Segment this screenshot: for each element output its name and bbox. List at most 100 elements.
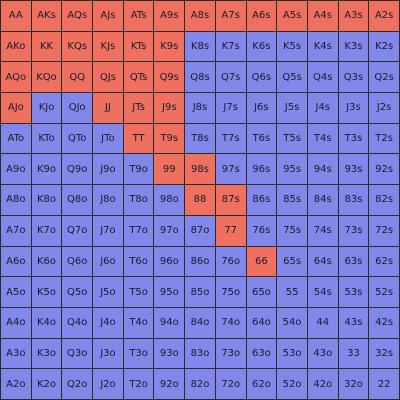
- hand-cell-KJs[interactable]: KJs: [93, 31, 124, 63]
- hand-cell-K3s[interactable]: K3s: [338, 31, 370, 63]
- hand-cell-QQ[interactable]: QQ: [62, 62, 94, 94]
- hand-cell-83s[interactable]: 83s: [338, 185, 370, 216]
- hand-cell-T9o[interactable]: T9o: [123, 154, 155, 186]
- hand-cell-82o[interactable]: 82o: [185, 369, 216, 400]
- hand-cell-Q4s[interactable]: Q4s: [307, 62, 339, 94]
- hand-cell-63s[interactable]: 63s: [338, 246, 370, 278]
- hand-cell-74o[interactable]: 74o: [215, 307, 247, 339]
- hand-cell-ATo[interactable]: ATo: [1, 123, 32, 155]
- hand-cell-32o[interactable]: 32o: [338, 369, 370, 400]
- hand-cell-KTs[interactable]: KTs: [123, 31, 155, 63]
- hand-cell-T3s[interactable]: T3s: [338, 123, 370, 155]
- hand-cell-K9s[interactable]: K9s: [154, 31, 186, 63]
- hand-cell-ATs[interactable]: ATs: [123, 1, 155, 32]
- hand-cell-Q6o[interactable]: Q6o: [62, 246, 94, 278]
- hand-cell-KTo[interactable]: KTo: [31, 123, 63, 155]
- hand-cell-Q3o[interactable]: Q3o: [62, 338, 94, 370]
- hand-cell-T2o[interactable]: T2o: [123, 369, 155, 400]
- hand-cell-99[interactable]: 99: [154, 154, 186, 186]
- hand-cell-A4s[interactable]: A4s: [307, 1, 339, 32]
- hand-cell-K9o[interactable]: K9o: [31, 154, 63, 186]
- hand-cell-Q9o[interactable]: Q9o: [62, 154, 94, 186]
- hand-cell-97o[interactable]: 97o: [154, 215, 186, 247]
- hand-cell-A2o[interactable]: A2o: [1, 369, 32, 400]
- hand-cell-52s[interactable]: 52s: [369, 277, 400, 308]
- hand-cell-94s[interactable]: 94s: [307, 154, 339, 186]
- hand-cell-K6s[interactable]: K6s: [246, 31, 278, 63]
- hand-cell-73o[interactable]: 73o: [215, 338, 247, 370]
- hand-cell-K2o[interactable]: K2o: [31, 369, 63, 400]
- hand-cell-95s[interactable]: 95s: [277, 154, 308, 186]
- hand-cell-A8o[interactable]: A8o: [1, 185, 32, 216]
- hand-cell-92s[interactable]: 92s: [369, 154, 400, 186]
- hand-cell-A3s[interactable]: A3s: [338, 1, 370, 32]
- hand-cell-75s[interactable]: 75s: [277, 215, 308, 247]
- hand-cell-T7o[interactable]: T7o: [123, 215, 155, 247]
- hand-cell-Q6s[interactable]: Q6s: [246, 62, 278, 94]
- hand-cell-87o[interactable]: 87o: [185, 215, 216, 247]
- hand-cell-55[interactable]: 55: [277, 277, 308, 308]
- hand-cell-KQo[interactable]: KQo: [31, 62, 63, 94]
- hand-cell-K5o[interactable]: K5o: [31, 277, 63, 308]
- hand-cell-A6s[interactable]: A6s: [246, 1, 278, 32]
- hand-cell-84o[interactable]: 84o: [185, 307, 216, 339]
- hand-cell-J5o[interactable]: J5o: [93, 277, 124, 308]
- hand-cell-52o[interactable]: 52o: [277, 369, 308, 400]
- hand-cell-62s[interactable]: 62s: [369, 246, 400, 278]
- hand-cell-65s[interactable]: 65s: [277, 246, 308, 278]
- hand-cell-63o[interactable]: 63o: [246, 338, 278, 370]
- hand-cell-T9s[interactable]: T9s: [154, 123, 186, 155]
- hand-cell-QJs[interactable]: QJs: [93, 62, 124, 94]
- hand-cell-43o[interactable]: 43o: [307, 338, 339, 370]
- hand-cell-KJo[interactable]: KJo: [31, 93, 63, 124]
- hand-cell-T7s[interactable]: T7s: [215, 123, 247, 155]
- hand-cell-32s[interactable]: 32s: [369, 338, 400, 370]
- hand-cell-T5o[interactable]: T5o: [123, 277, 155, 308]
- hand-cell-J4s[interactable]: J4s: [307, 93, 339, 124]
- hand-cell-AQo[interactable]: AQo: [1, 62, 32, 94]
- hand-cell-T3o[interactable]: T3o: [123, 338, 155, 370]
- hand-cell-T6o[interactable]: T6o: [123, 246, 155, 278]
- hand-cell-JTs[interactable]: JTs: [123, 93, 155, 124]
- hand-cell-54o[interactable]: 54o: [277, 307, 308, 339]
- hand-cell-T4o[interactable]: T4o: [123, 307, 155, 339]
- hand-cell-Q7s[interactable]: Q7s: [215, 62, 247, 94]
- hand-cell-QTs[interactable]: QTs: [123, 62, 155, 94]
- hand-cell-J3o[interactable]: J3o: [93, 338, 124, 370]
- hand-cell-T6s[interactable]: T6s: [246, 123, 278, 155]
- hand-cell-64s[interactable]: 64s: [307, 246, 339, 278]
- hand-cell-76s[interactable]: 76s: [246, 215, 278, 247]
- hand-cell-96o[interactable]: 96o: [154, 246, 186, 278]
- hand-cell-93o[interactable]: 93o: [154, 338, 186, 370]
- hand-cell-A7o[interactable]: A7o: [1, 215, 32, 247]
- hand-cell-K8o[interactable]: K8o: [31, 185, 63, 216]
- hand-cell-K2s[interactable]: K2s: [369, 31, 400, 63]
- hand-cell-AJo[interactable]: AJo: [1, 93, 32, 124]
- hand-cell-AA[interactable]: AA: [1, 1, 32, 32]
- hand-cell-K5s[interactable]: K5s: [277, 31, 308, 63]
- hand-cell-KQs[interactable]: KQs: [62, 31, 94, 63]
- hand-cell-76o[interactable]: 76o: [215, 246, 247, 278]
- hand-cell-J8s[interactable]: J8s: [185, 93, 216, 124]
- hand-cell-J6o[interactable]: J6o: [93, 246, 124, 278]
- hand-cell-Q5o[interactable]: Q5o: [62, 277, 94, 308]
- hand-cell-65o[interactable]: 65o: [246, 277, 278, 308]
- hand-cell-87s[interactable]: 87s: [215, 185, 247, 216]
- hand-cell-T4s[interactable]: T4s: [307, 123, 339, 155]
- hand-cell-AJs[interactable]: AJs: [93, 1, 124, 32]
- hand-cell-A4o[interactable]: A4o: [1, 307, 32, 339]
- hand-cell-Q8s[interactable]: Q8s: [185, 62, 216, 94]
- hand-cell-64o[interactable]: 64o: [246, 307, 278, 339]
- hand-cell-88[interactable]: 88: [185, 185, 216, 216]
- hand-cell-J2o[interactable]: J2o: [93, 369, 124, 400]
- hand-cell-42s[interactable]: 42s: [369, 307, 400, 339]
- hand-cell-97s[interactable]: 97s: [215, 154, 247, 186]
- hand-cell-94o[interactable]: 94o: [154, 307, 186, 339]
- hand-cell-JTo[interactable]: JTo: [93, 123, 124, 155]
- hand-cell-K6o[interactable]: K6o: [31, 246, 63, 278]
- hand-cell-T2s[interactable]: T2s: [369, 123, 400, 155]
- hand-cell-53s[interactable]: 53s: [338, 277, 370, 308]
- hand-cell-A3o[interactable]: A3o: [1, 338, 32, 370]
- hand-cell-T5s[interactable]: T5s: [277, 123, 308, 155]
- hand-cell-96s[interactable]: 96s: [246, 154, 278, 186]
